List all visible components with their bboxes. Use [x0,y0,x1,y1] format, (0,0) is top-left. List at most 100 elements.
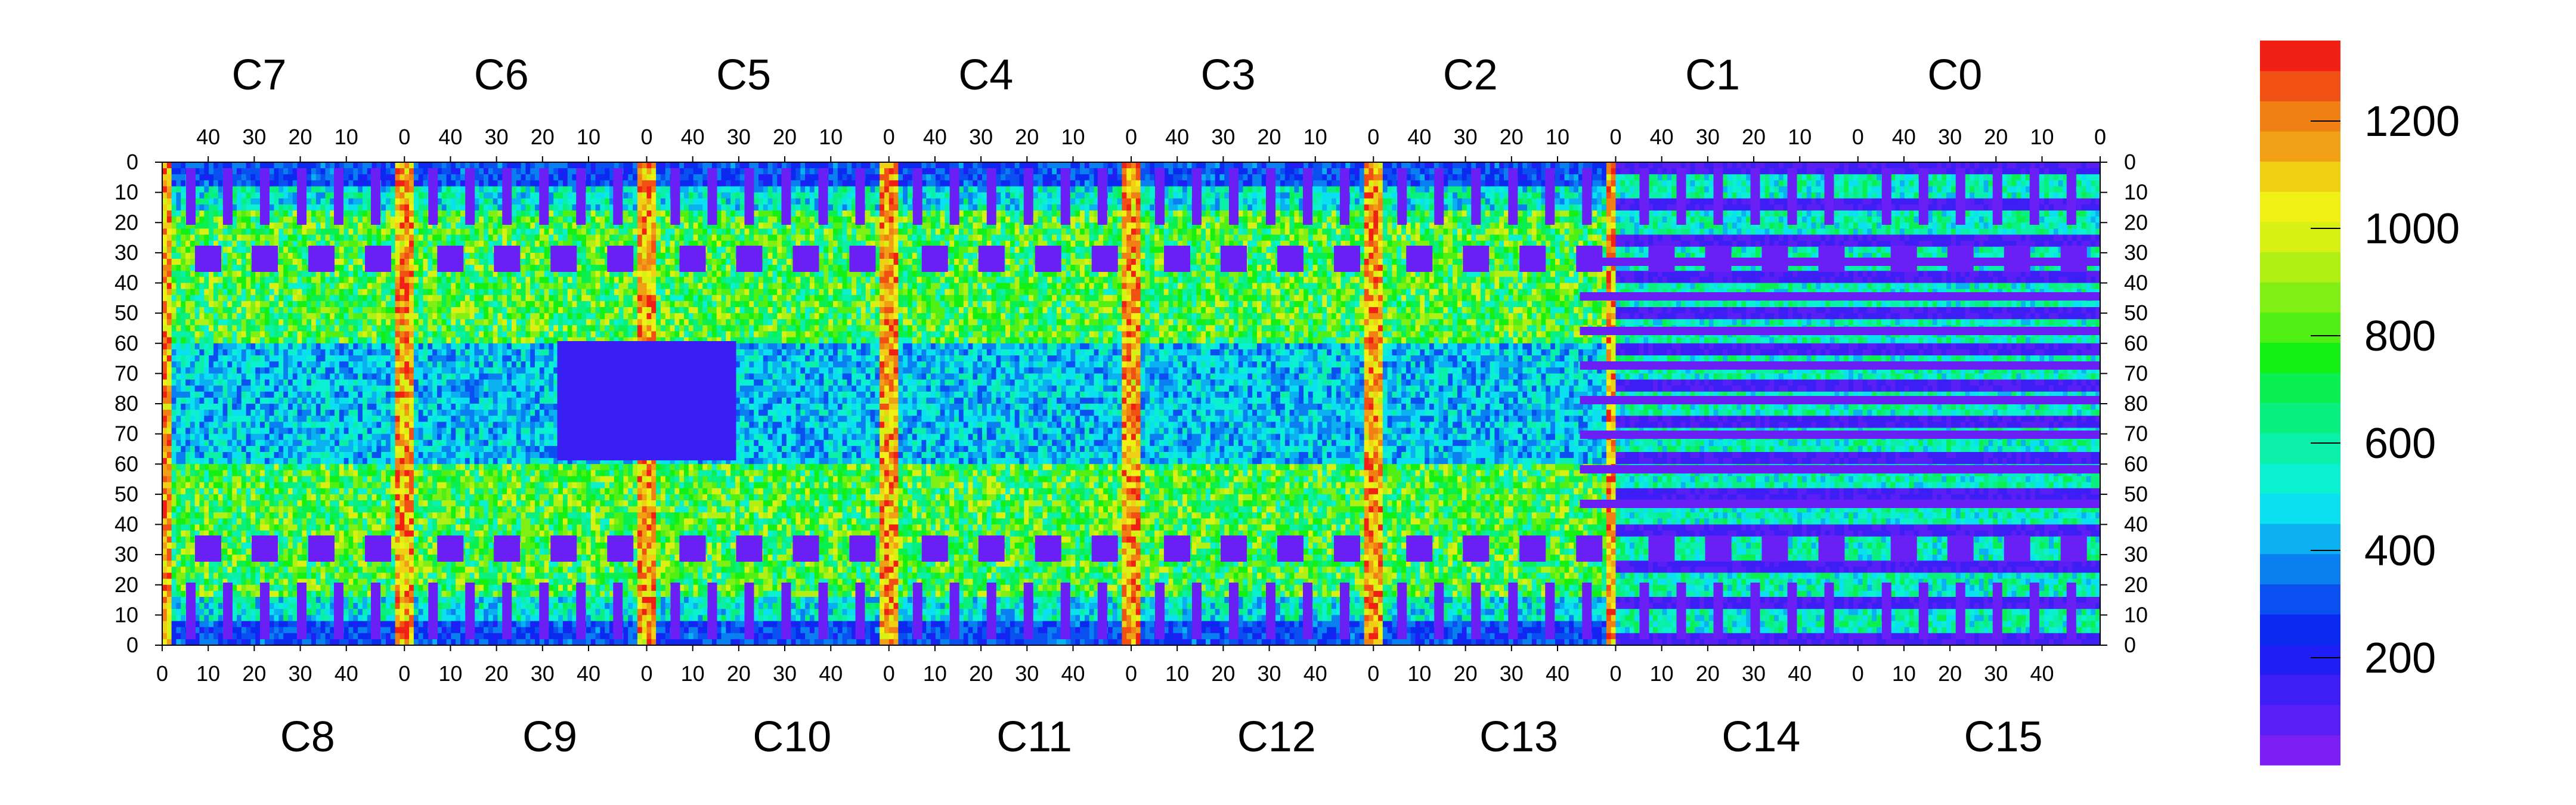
x-tick-label-top: 20 [1742,125,1766,149]
colorbar-tick-label: 1000 [2364,205,2460,253]
chip-label-top: C2 [1443,51,1498,99]
x-tick-label-top: 20 [1258,125,1281,149]
chip-label-bottom: C10 [753,713,831,761]
x-tick-label-top: 10 [1304,125,1327,149]
y-tick-label-left: 0 [126,633,138,657]
y-tick-label-left: 60 [114,451,138,476]
x-tick-label-top: 0 [1852,125,1864,149]
x-tick-label-top: 20 [531,125,555,149]
y-tick-label-left: 80 [114,391,138,416]
x-tick-label-top: 0 [1367,125,1379,149]
x-tick-label-bottom: 30 [1742,661,1766,686]
y-tick-label-left: 10 [114,602,138,627]
x-tick-label-bottom: 40 [819,661,843,686]
colorbar-segment [2260,312,2340,343]
y-tick-label-left: 70 [114,422,138,446]
x-tick-label-top: 30 [1696,125,1720,149]
x-tick-label-bottom: 10 [196,661,220,686]
colorbar-segment [2260,735,2340,766]
colorbar-segment [2260,41,2340,72]
chip-label-top: C4 [958,51,1013,99]
colorbar-tick-label: 200 [2364,634,2436,682]
x-tick-label-bottom: 0 [1609,661,1621,686]
x-tick-label-bottom: 0 [1367,661,1379,686]
y-tick-label-left: 50 [114,301,138,325]
colorbar-tick-label: 800 [2364,312,2436,360]
colorbar: 200 400 600 800 1000 1200 [2260,41,2460,766]
chip-label-top: C5 [716,51,771,99]
x-tick-label-top: 30 [969,125,993,149]
heatmap-structures [186,168,2100,639]
x-tick-label-bottom: 30 [1500,661,1524,686]
y-tick-label-right: 60 [2124,451,2148,476]
x-tick-label-top: 20 [1984,125,2008,149]
chip-label-bottom: C15 [1964,713,2042,761]
x-tick-label-bottom: 10 [1650,661,1674,686]
colorbar-segment [2260,524,2340,555]
colorbar-segment [2260,101,2340,132]
x-tick-label-bottom: 20 [1211,661,1235,686]
x-tick-label-top: 10 [2030,125,2054,149]
x-tick-label-top: 10 [577,125,600,149]
colorbar-tick-label: 400 [2364,527,2436,575]
x-tick-label-top: 30 [1454,125,1478,149]
x-tick-label-top: 20 [773,125,797,149]
x-tick-label-bottom: 40 [577,661,600,686]
chip-label-bottom: C14 [1722,713,1800,761]
x-tick-label-top: 10 [819,125,843,149]
x-tick-label-bottom: 20 [1938,661,1962,686]
colorbar-segment [2260,644,2340,675]
x-tick-label-top: 40 [438,125,462,149]
x-tick-label-top: 40 [923,125,947,149]
x-tick-label-bottom: 30 [1015,661,1039,686]
y-tick-label-left: 70 [114,361,138,385]
colorbar-segment [2260,463,2340,494]
x-tick-label-bottom: 40 [335,661,358,686]
y-tick-label-right: 60 [2124,331,2148,355]
x-tick-label-bottom: 0 [1852,661,1864,686]
y-tick-label-right: 70 [2124,422,2148,446]
x-tick-label-bottom: 0 [156,661,168,686]
x-tick-label-top: 30 [1938,125,1962,149]
x-tick-label-top: 20 [289,125,312,149]
y-tick-label-right: 70 [2124,361,2148,385]
colorbar-segment [2260,493,2340,524]
x-tick-label-bottom: 40 [1304,661,1327,686]
y-tick-label-right: 20 [2124,210,2148,234]
chip-label-top: C0 [1927,51,1982,99]
x-tick-label-top: 20 [1015,125,1039,149]
x-tick-label-bottom: 40 [1788,661,1812,686]
x-tick-label-bottom: 20 [969,661,993,686]
x-tick-label-top: 0 [2094,125,2106,149]
y-tick-label-left: 30 [114,542,138,566]
chip-label-top: C6 [474,51,529,99]
y-tick-label-right: 0 [2124,633,2136,657]
colorbar-tick-label: 600 [2364,420,2436,467]
colorbar-segment [2260,131,2340,162]
colorbar-segment [2260,372,2340,404]
x-tick-label-top: 40 [1407,125,1431,149]
y-tick-label-right: 80 [2124,391,2148,416]
y-tick-label-left: 40 [114,512,138,537]
y-tick-label-right: 50 [2124,482,2148,506]
x-tick-label-bottom: 0 [398,661,410,686]
x-tick-label-top: 10 [1546,125,1569,149]
colorbar-segment [2260,614,2340,645]
y-tick-label-right: 40 [2124,512,2148,537]
chip-label-top: C1 [1685,51,1740,99]
y-tick-label-left: 20 [114,572,138,597]
x-tick-label-bottom: 40 [2030,661,2054,686]
x-tick-label-bottom: 10 [1892,661,1916,686]
colorbar-segment [2260,282,2340,313]
x-tick-label-top: 30 [727,125,751,149]
x-tick-label-top: 30 [242,125,266,149]
x-tick-label-top: 0 [1125,125,1137,149]
x-tick-label-top: 0 [640,125,652,149]
x-tick-label-top: 10 [1788,125,1812,149]
y-tick-label-left: 60 [114,331,138,355]
colorbar-segment [2260,191,2340,222]
x-tick-label-top: 30 [485,125,509,149]
x-tick-label-bottom: 10 [438,661,462,686]
chip-label-bottom: C13 [1479,713,1558,761]
